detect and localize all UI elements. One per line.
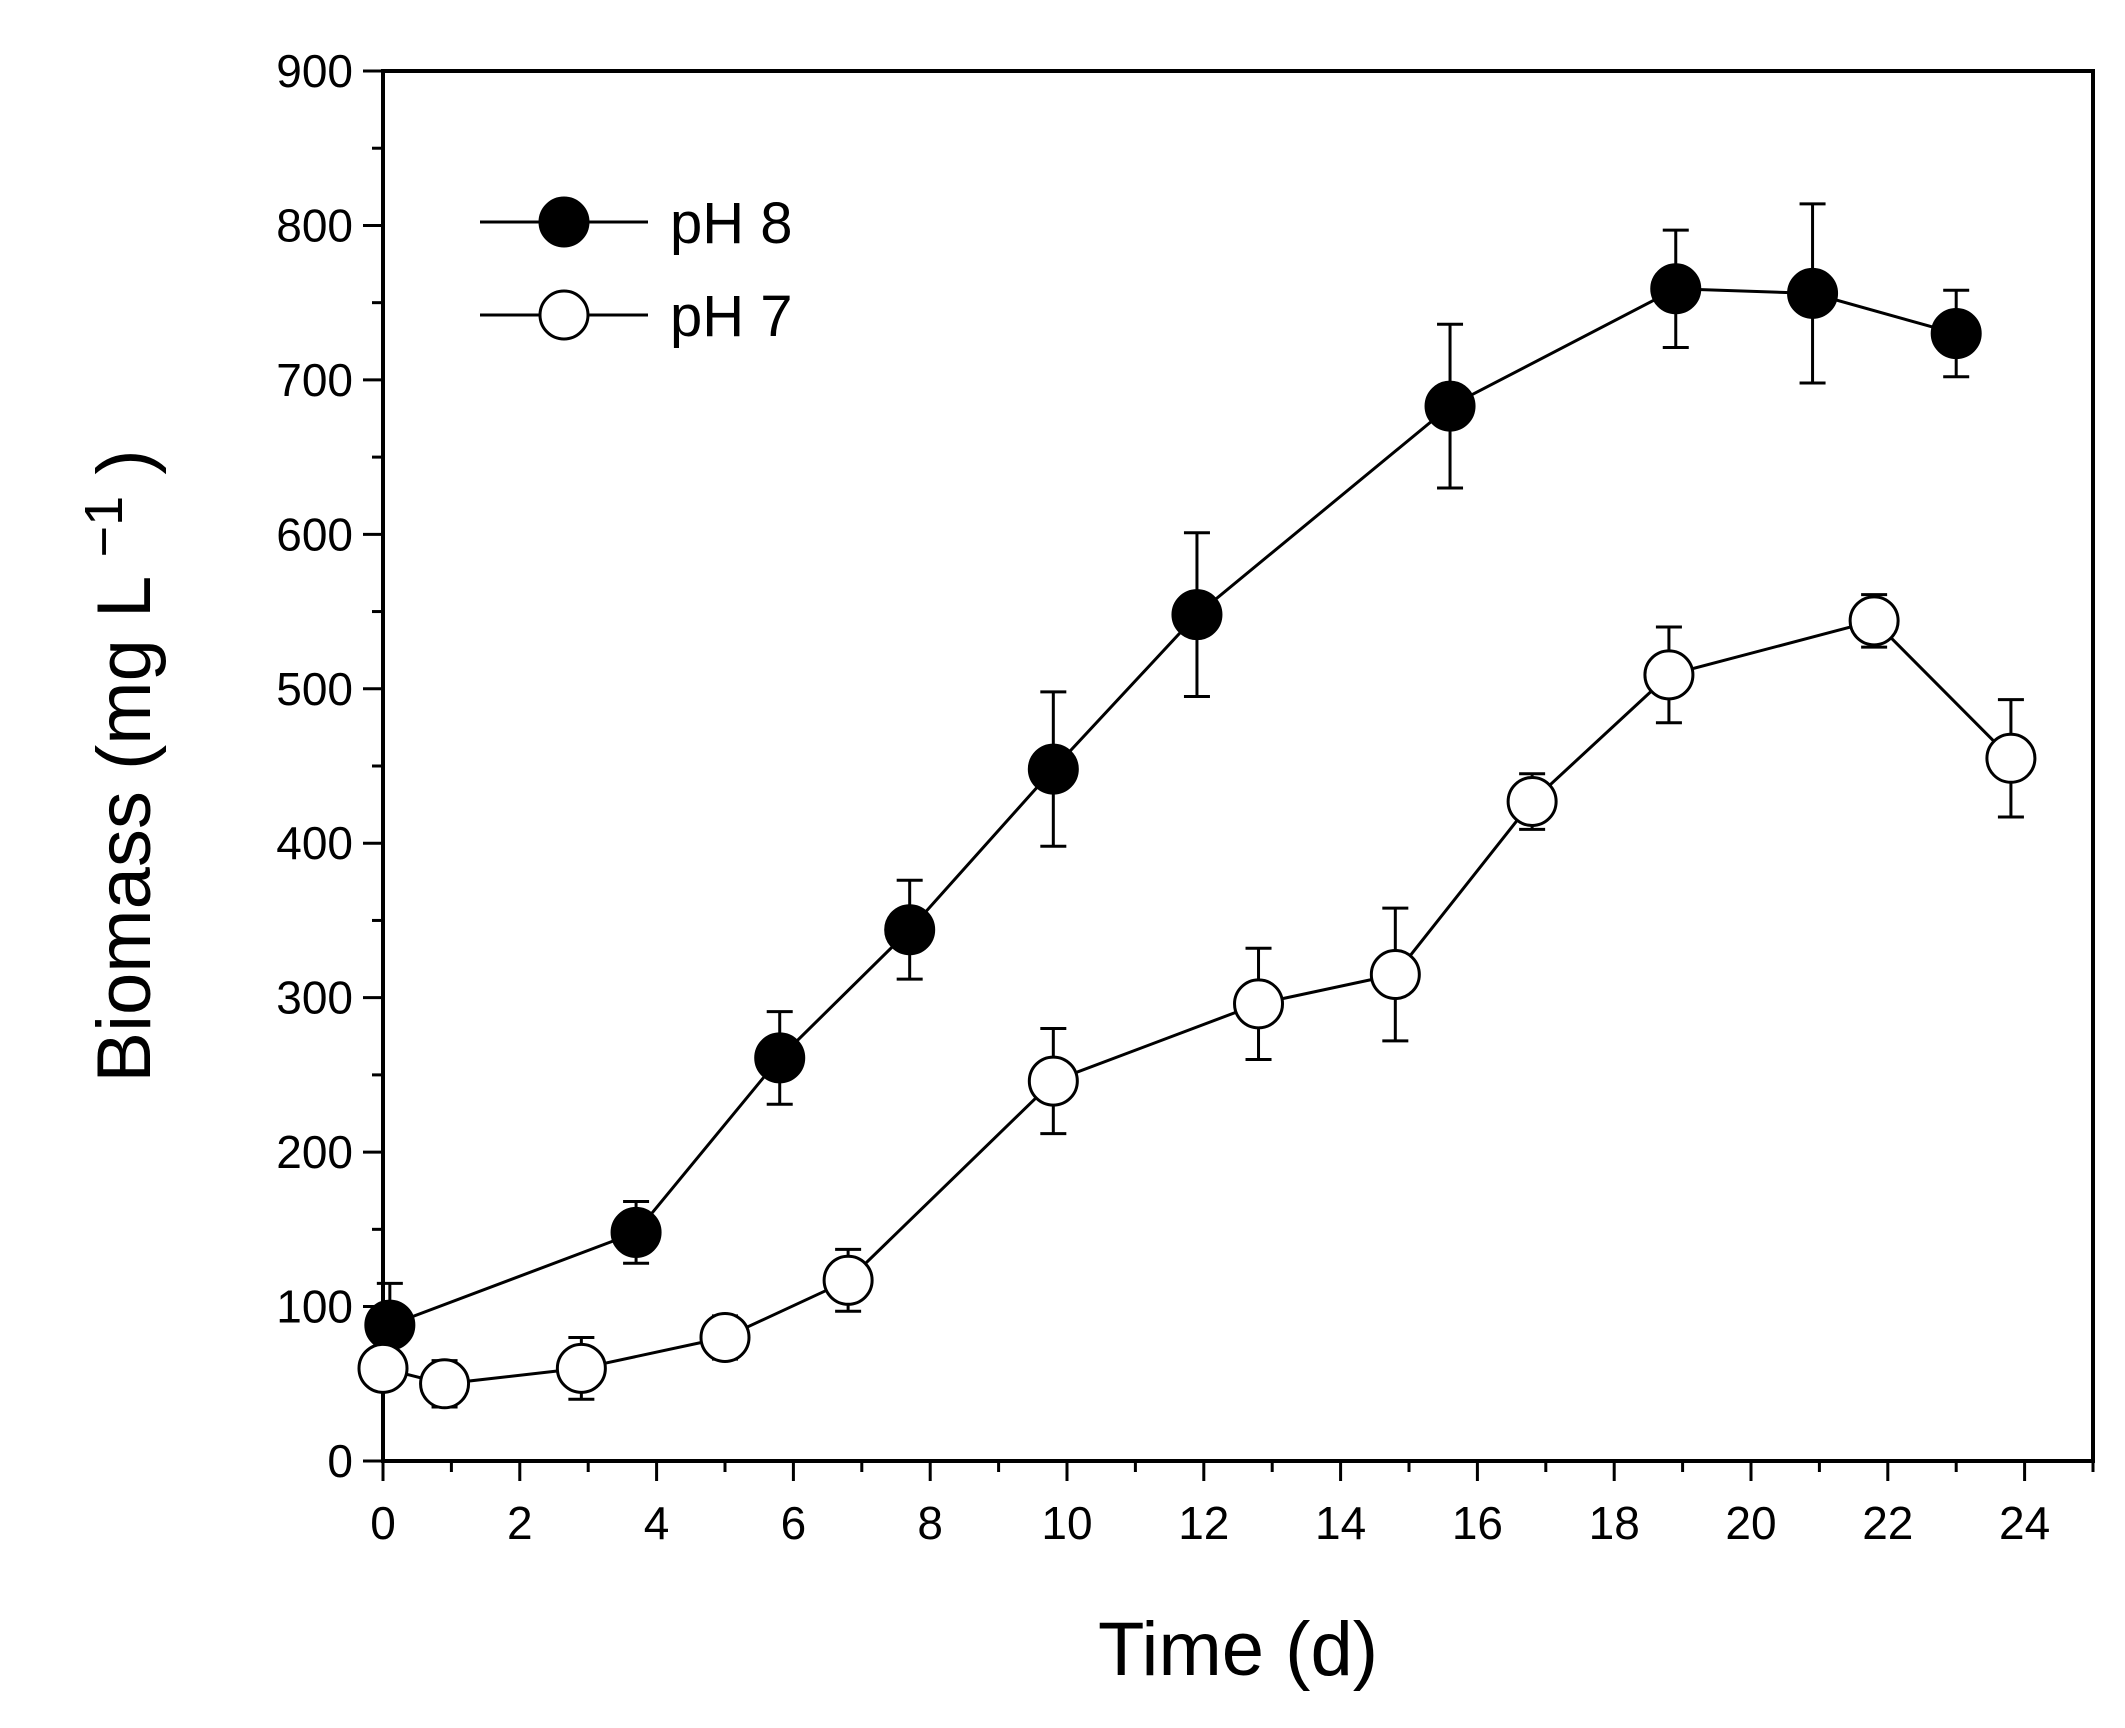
- legend-label-ph8: pH 8: [670, 191, 793, 256]
- y-axis-ticks: 0 100 200 300 400 500 600 700 800 900: [276, 45, 383, 1487]
- series-ph7: [357, 593, 2037, 1410]
- data-point-ph8: [1650, 263, 1702, 315]
- legend-marker-ph7: [538, 289, 590, 341]
- data-point-ph7: [1027, 1055, 1079, 1107]
- data-point-ph7: [699, 1311, 751, 1363]
- y-axis-title: Biomass (mg L −1 ): [54, 449, 167, 1082]
- y-tick-label: 600: [276, 508, 353, 560]
- data-point-ph8: [1424, 380, 1476, 432]
- data-point-ph7: [419, 1358, 471, 1410]
- data-point-ph8: [1930, 308, 1982, 360]
- legend-label-ph7: pH 7: [670, 284, 793, 349]
- data-point-ph7: [1985, 732, 2037, 784]
- series-ph8: [364, 202, 1982, 1369]
- data-point-ph8: [754, 1032, 806, 1084]
- y-axis-title-main: Biomass (mg L: [82, 578, 167, 1083]
- y-axis-title-close: ): [82, 449, 167, 474]
- data-point-ph7: [1233, 978, 1285, 1030]
- x-tick-label: 12: [1178, 1497, 1229, 1549]
- x-tick-label: 8: [917, 1497, 943, 1549]
- x-tick-label: 2: [507, 1497, 533, 1549]
- legend: pH 8 pH 7: [480, 191, 793, 349]
- series-line-ph7: [382, 619, 2012, 1386]
- x-tick-label: 18: [1589, 1497, 1640, 1549]
- data-point-ph8: [1027, 743, 1079, 795]
- y-tick-label: 400: [276, 817, 353, 869]
- legend-marker-ph8: [538, 196, 590, 248]
- x-tick-label: 0: [370, 1497, 396, 1549]
- y-axis-title-superscript: −1: [74, 496, 134, 558]
- x-axis-title: Time (d): [1098, 1607, 1378, 1692]
- data-point-ph7: [1506, 776, 1558, 828]
- data-point-ph7: [555, 1342, 607, 1394]
- y-tick-label: 500: [276, 663, 353, 715]
- data-point-ph7: [822, 1254, 874, 1306]
- data-point-ph8: [610, 1206, 662, 1258]
- y-tick-label: 200: [276, 1126, 353, 1178]
- data-point-ph7: [1848, 595, 1900, 647]
- y-tick-label: 900: [276, 45, 353, 97]
- y-tick-label: 100: [276, 1281, 353, 1333]
- data-point-ph8: [364, 1299, 416, 1351]
- x-tick-label: 6: [781, 1497, 807, 1549]
- x-tick-label: 16: [1452, 1497, 1503, 1549]
- x-tick-label: 4: [644, 1497, 670, 1549]
- series-line-ph8: [389, 287, 1957, 1327]
- y-tick-label: 800: [276, 199, 353, 251]
- series-layer: [357, 202, 2037, 1410]
- x-tick-label: 24: [1999, 1497, 2050, 1549]
- y-tick-label: 300: [276, 972, 353, 1024]
- data-point-ph7: [1369, 949, 1421, 1000]
- data-point-ph7: [357, 1342, 409, 1394]
- x-tick-label: 20: [1725, 1497, 1776, 1549]
- data-point-ph8: [1171, 589, 1223, 641]
- x-tick-label: 14: [1315, 1497, 1366, 1549]
- x-tick-label: 10: [1041, 1497, 1092, 1549]
- y-tick-label: 700: [276, 354, 353, 406]
- data-point-ph7: [1643, 649, 1695, 701]
- data-point-ph8: [884, 904, 936, 956]
- x-axis-ticks: 0 2 4 6 8 10 12 14 16 18 20 22 24: [370, 1461, 2095, 1549]
- y-tick-label: 0: [327, 1435, 353, 1487]
- x-tick-label: 22: [1862, 1497, 1913, 1549]
- data-point-ph8: [1787, 267, 1839, 319]
